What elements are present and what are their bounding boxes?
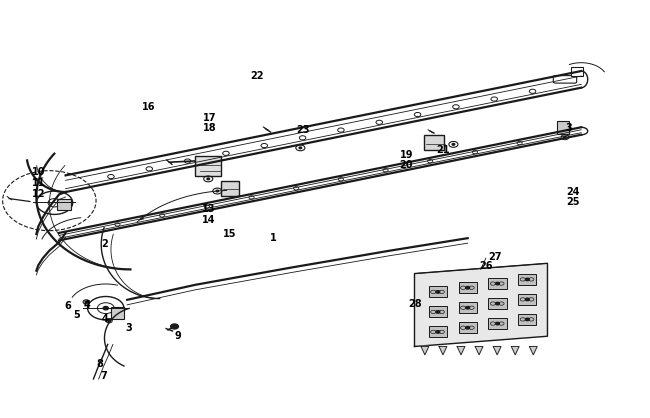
Circle shape: [299, 147, 302, 149]
Text: 23: 23: [296, 125, 309, 135]
Circle shape: [207, 178, 209, 180]
Circle shape: [436, 311, 440, 313]
Text: 18: 18: [203, 123, 216, 133]
FancyBboxPatch shape: [488, 298, 506, 309]
FancyBboxPatch shape: [429, 306, 447, 317]
FancyBboxPatch shape: [553, 76, 577, 83]
Circle shape: [103, 306, 109, 310]
Circle shape: [452, 143, 455, 145]
Circle shape: [436, 331, 440, 333]
Text: 19: 19: [400, 150, 413, 160]
FancyBboxPatch shape: [111, 307, 124, 319]
Circle shape: [525, 298, 529, 301]
FancyBboxPatch shape: [518, 274, 536, 285]
Text: 4: 4: [101, 314, 108, 324]
Text: 6: 6: [64, 301, 71, 311]
Circle shape: [495, 282, 499, 285]
FancyBboxPatch shape: [459, 322, 477, 333]
FancyBboxPatch shape: [429, 286, 447, 297]
Circle shape: [525, 278, 529, 280]
Polygon shape: [512, 347, 519, 355]
Circle shape: [466, 326, 470, 329]
Polygon shape: [421, 347, 429, 355]
Polygon shape: [439, 347, 447, 355]
FancyBboxPatch shape: [518, 294, 536, 305]
Polygon shape: [457, 347, 465, 355]
Text: 24: 24: [566, 187, 580, 197]
FancyBboxPatch shape: [424, 135, 445, 150]
Text: 27: 27: [488, 252, 502, 262]
FancyBboxPatch shape: [459, 282, 477, 293]
FancyBboxPatch shape: [459, 302, 477, 313]
Text: 20: 20: [400, 160, 413, 170]
Text: 5: 5: [73, 310, 80, 320]
Text: 28: 28: [408, 299, 422, 309]
Circle shape: [466, 286, 470, 289]
Circle shape: [85, 301, 88, 303]
Polygon shape: [493, 347, 501, 355]
Text: 11: 11: [32, 178, 46, 188]
FancyBboxPatch shape: [488, 318, 506, 329]
Polygon shape: [475, 347, 483, 355]
Text: 2: 2: [101, 240, 108, 250]
Text: 14: 14: [202, 215, 215, 225]
Text: 15: 15: [222, 229, 236, 239]
Text: 21: 21: [437, 145, 450, 155]
Text: 22: 22: [250, 71, 264, 81]
FancyBboxPatch shape: [488, 278, 506, 289]
Circle shape: [495, 302, 499, 305]
Circle shape: [466, 306, 470, 309]
Text: 3: 3: [565, 123, 572, 133]
FancyBboxPatch shape: [57, 199, 72, 210]
FancyBboxPatch shape: [518, 314, 536, 325]
Text: 13: 13: [202, 204, 215, 214]
Circle shape: [564, 136, 566, 138]
Circle shape: [525, 318, 529, 321]
Text: 12: 12: [32, 189, 46, 199]
Circle shape: [171, 324, 178, 329]
Text: 7: 7: [100, 371, 107, 381]
Text: 8: 8: [97, 359, 103, 369]
Circle shape: [216, 190, 218, 192]
FancyBboxPatch shape: [429, 326, 447, 337]
Text: 10: 10: [32, 166, 46, 176]
FancyBboxPatch shape: [195, 156, 221, 176]
Polygon shape: [529, 347, 537, 355]
Circle shape: [436, 291, 440, 293]
FancyBboxPatch shape: [557, 121, 569, 134]
FancyBboxPatch shape: [571, 66, 583, 76]
Text: 4: 4: [84, 300, 90, 310]
Text: 26: 26: [479, 262, 493, 272]
Text: 17: 17: [203, 113, 216, 123]
Text: 16: 16: [142, 102, 155, 112]
Text: 25: 25: [566, 196, 580, 206]
Polygon shape: [415, 263, 547, 347]
FancyBboxPatch shape: [221, 181, 239, 196]
Circle shape: [495, 322, 499, 325]
Circle shape: [108, 320, 111, 321]
Text: 9: 9: [174, 331, 181, 341]
Text: 1: 1: [270, 233, 277, 243]
Text: 3: 3: [125, 323, 132, 333]
